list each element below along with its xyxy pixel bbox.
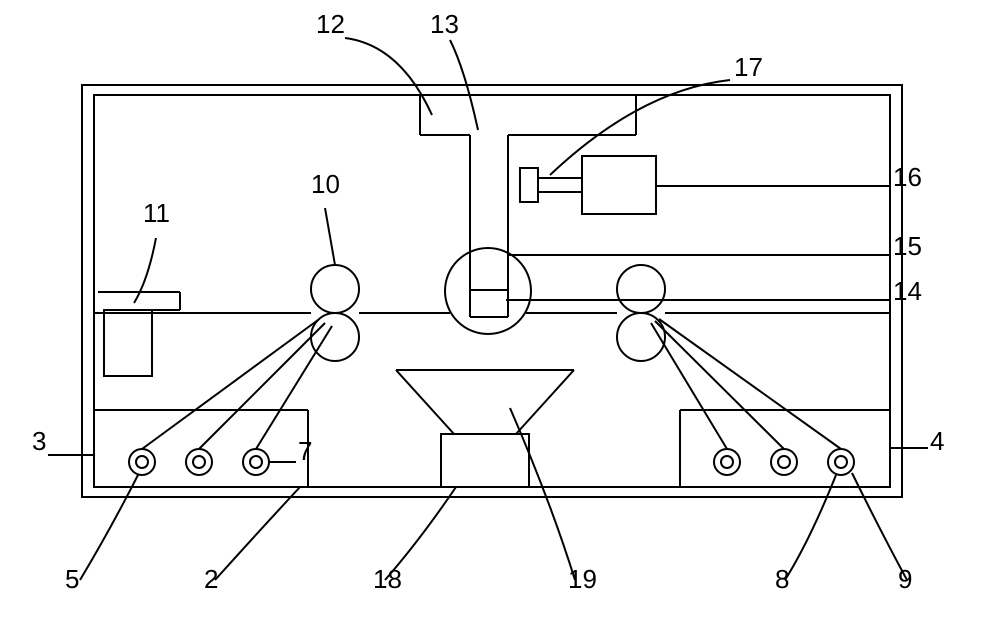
svg-text:3: 3 xyxy=(32,426,46,456)
svg-text:8: 8 xyxy=(775,564,789,594)
svg-text:16: 16 xyxy=(893,162,922,192)
svg-text:2: 2 xyxy=(204,564,218,594)
svg-text:11: 11 xyxy=(143,198,170,228)
svg-text:5: 5 xyxy=(65,564,79,594)
svg-text:12: 12 xyxy=(316,9,345,39)
svg-text:14: 14 xyxy=(893,276,922,306)
svg-text:9: 9 xyxy=(898,564,912,594)
svg-text:15: 15 xyxy=(893,231,922,261)
svg-text:4: 4 xyxy=(930,426,944,456)
svg-text:17: 17 xyxy=(734,52,763,82)
svg-text:7: 7 xyxy=(298,436,312,466)
svg-text:13: 13 xyxy=(430,9,459,39)
technical-diagram: 2 3 4 5 7 8 9 10 11 12 13 14 15 16 17 18 19 xyxy=(0,0,1000,631)
svg-text:19: 19 xyxy=(568,564,597,594)
svg-text:10: 10 xyxy=(311,169,340,199)
svg-text:18: 18 xyxy=(373,564,402,594)
